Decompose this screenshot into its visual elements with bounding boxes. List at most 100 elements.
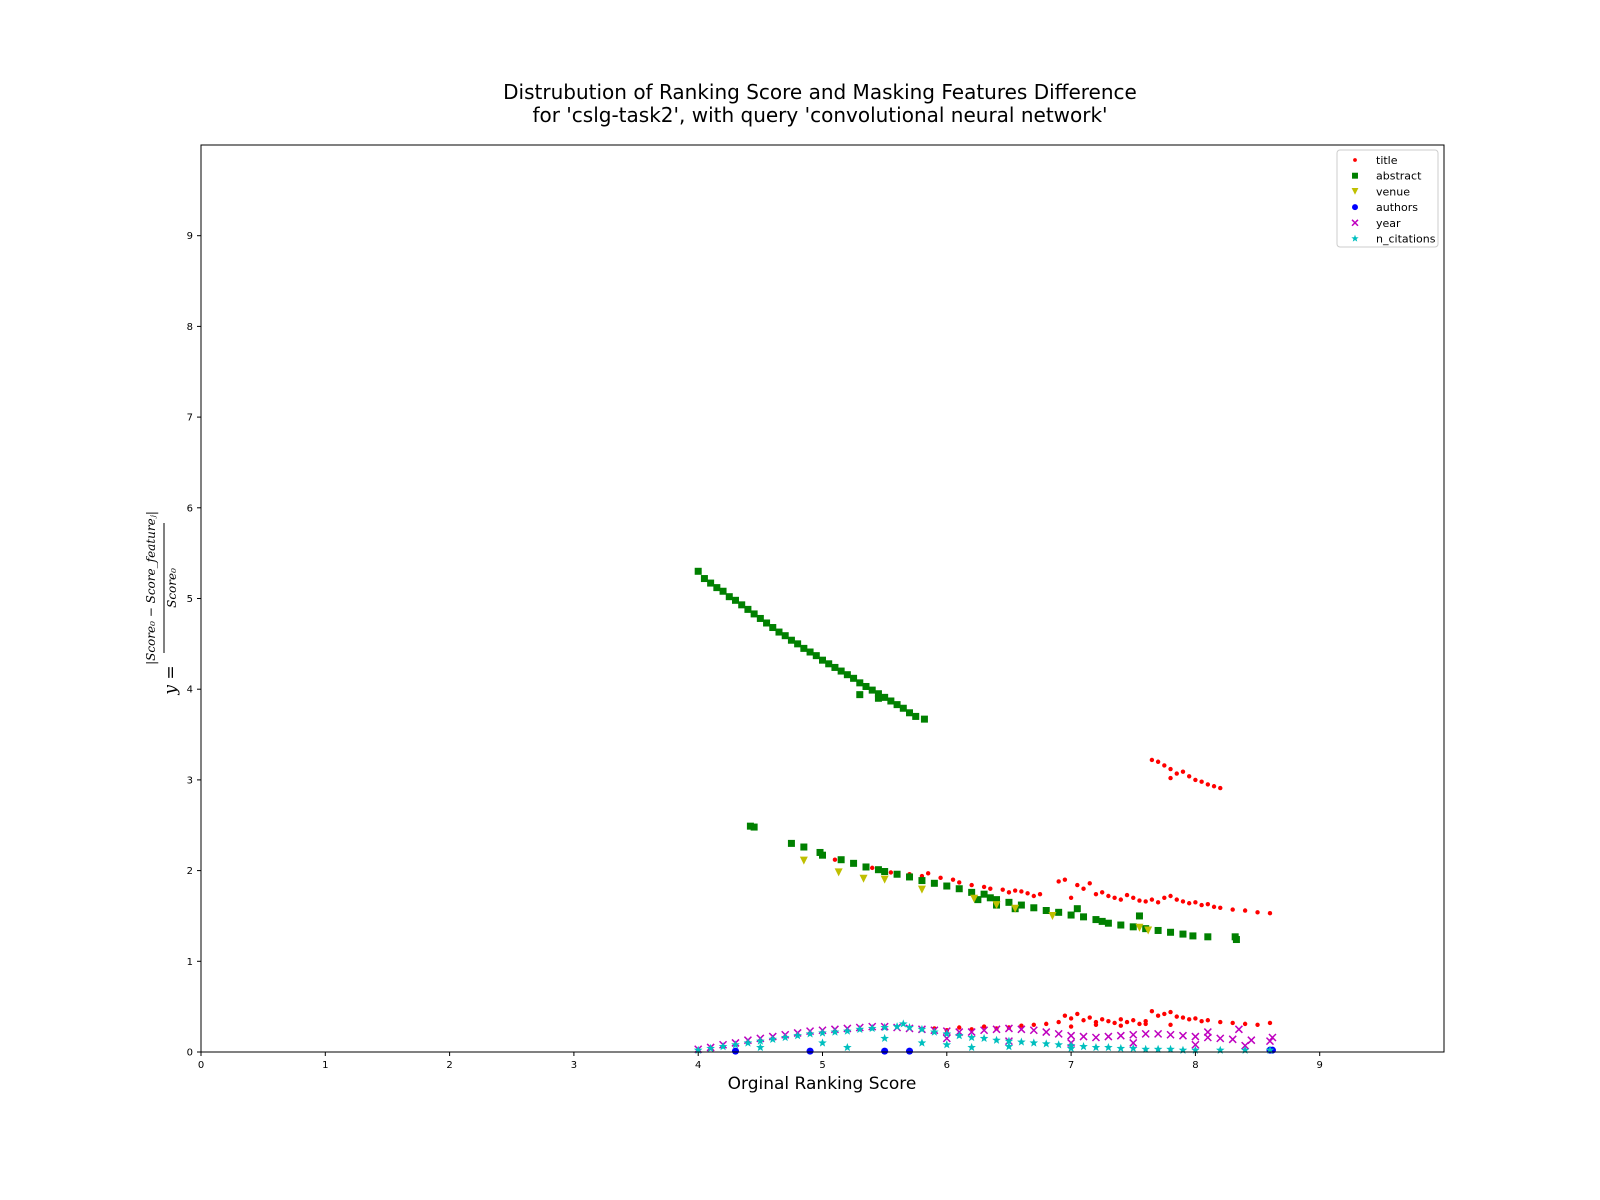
data-point-abstract (831, 663, 839, 671)
data-point-year (992, 1025, 1001, 1034)
data-point-title (1193, 900, 1198, 905)
data-point-abstract (1179, 930, 1187, 938)
data-point-title (1031, 893, 1037, 899)
data-point-title (1155, 900, 1161, 905)
data-point-title (1025, 891, 1030, 896)
data-point-n-citations (805, 1029, 815, 1038)
data-point-n-citations (818, 1038, 827, 1047)
legend-item-n-citations: n_citations (1351, 233, 1436, 246)
y-tick-label: 5 (187, 594, 193, 605)
data-point-title (1155, 1013, 1161, 1018)
data-point-n-citations (1116, 1043, 1126, 1053)
data-point-abstract (986, 894, 994, 902)
data-point-title (1180, 769, 1186, 774)
data-point-title (1211, 784, 1217, 789)
data-point-year (942, 1034, 951, 1043)
legend-item-abstract: abstract (1352, 170, 1422, 183)
data-point-abstract (763, 619, 771, 627)
data-point-abstract (1154, 926, 1162, 934)
series-n-citations (693, 1019, 1275, 1054)
data-point-abstract (881, 868, 889, 876)
data-point-title (1118, 1023, 1124, 1028)
data-point-n-citations (967, 1032, 976, 1042)
data-point-n-citations (768, 1034, 778, 1043)
data-point-title (1168, 893, 1173, 899)
data-point-abstract (1067, 911, 1075, 919)
data-point-n-citations (830, 1027, 840, 1036)
data-point-abstract (1232, 936, 1240, 944)
series-title (832, 757, 1273, 1033)
data-point-abstract (1167, 928, 1175, 936)
data-point-n-citations (880, 1033, 889, 1043)
data-marks (693, 567, 1277, 1055)
data-point-n-citations (930, 1027, 939, 1036)
data-point-title (1180, 899, 1186, 904)
data-point-authors (731, 1047, 739, 1055)
data-point-title (1174, 771, 1179, 776)
data-point-abstract (746, 822, 754, 830)
data-point-n-citations (1091, 1042, 1101, 1052)
data-point-year (1054, 1029, 1063, 1038)
series-venue (799, 856, 1153, 935)
data-point-title (1081, 1018, 1086, 1023)
data-point-title (870, 865, 875, 871)
data-point-abstract (881, 693, 889, 701)
x-tick-label: 5 (819, 1060, 825, 1071)
data-point-title (1205, 782, 1211, 787)
data-point-year (1104, 1032, 1113, 1041)
data-point-title (1037, 891, 1043, 897)
data-point-abstract (893, 701, 901, 709)
data-point-n-citations (917, 1024, 927, 1033)
data-point-abstract (744, 605, 752, 613)
data-point-year (1116, 1031, 1125, 1040)
legend-item-authors: authors (1352, 201, 1418, 214)
data-point-title (938, 875, 943, 881)
data-point-title (1267, 1020, 1273, 1026)
data-point-title (1186, 901, 1192, 906)
data-point-abstract (955, 885, 963, 893)
data-point-year (1017, 1025, 1026, 1034)
plot-frame (200, 144, 1445, 1053)
data-point-abstract (819, 851, 826, 859)
data-point-abstract (750, 610, 758, 618)
data-point-n-citations (1178, 1045, 1188, 1054)
data-point-title (1155, 759, 1161, 764)
data-point-n-citations (992, 1035, 1001, 1044)
data-point-n-citations (1066, 1043, 1076, 1053)
data-point-n-citations (867, 1023, 877, 1033)
y-tick-label: 6 (187, 503, 193, 514)
data-point-year (1241, 1041, 1250, 1050)
data-point-abstract (1129, 923, 1137, 931)
data-point-authors (906, 1047, 914, 1055)
data-point-venue (1135, 923, 1144, 932)
data-point-title (1062, 877, 1068, 882)
data-point-year (1228, 1035, 1237, 1044)
data-point-n-citations (843, 1026, 852, 1035)
data-point-n-citations (942, 1040, 952, 1049)
data-point-venue (992, 901, 1001, 910)
data-point-n-citations (855, 1024, 865, 1033)
data-point-abstract (1204, 933, 1212, 941)
data-point-abstract (806, 648, 814, 656)
data-point-n-citations (1215, 1045, 1225, 1054)
data-point-venue (859, 874, 868, 883)
data-point-title (1211, 904, 1217, 910)
legend-marker-abstract (1352, 172, 1358, 179)
data-point-abstract (893, 870, 901, 878)
legend-label-title: title (1376, 154, 1398, 167)
legend-label-authors: authors (1376, 201, 1418, 214)
data-point-title (1044, 1021, 1049, 1027)
data-point-n-citations (731, 1040, 740, 1049)
data-point-abstract (906, 873, 914, 881)
data-point-title (1186, 1017, 1192, 1022)
data-point-abstract (731, 596, 739, 604)
data-point-abstract (837, 856, 845, 864)
data-point-n-citations (1240, 1045, 1250, 1054)
data-point-title (1242, 1021, 1248, 1027)
legend-label-abstract: abstract (1376, 170, 1422, 183)
x-axis-label: Orginal Ranking Score (728, 1074, 917, 1094)
data-point-abstract (968, 888, 976, 896)
legend-box (1336, 149, 1439, 248)
data-point-year (1029, 1026, 1038, 1035)
data-point-year (980, 1026, 989, 1035)
